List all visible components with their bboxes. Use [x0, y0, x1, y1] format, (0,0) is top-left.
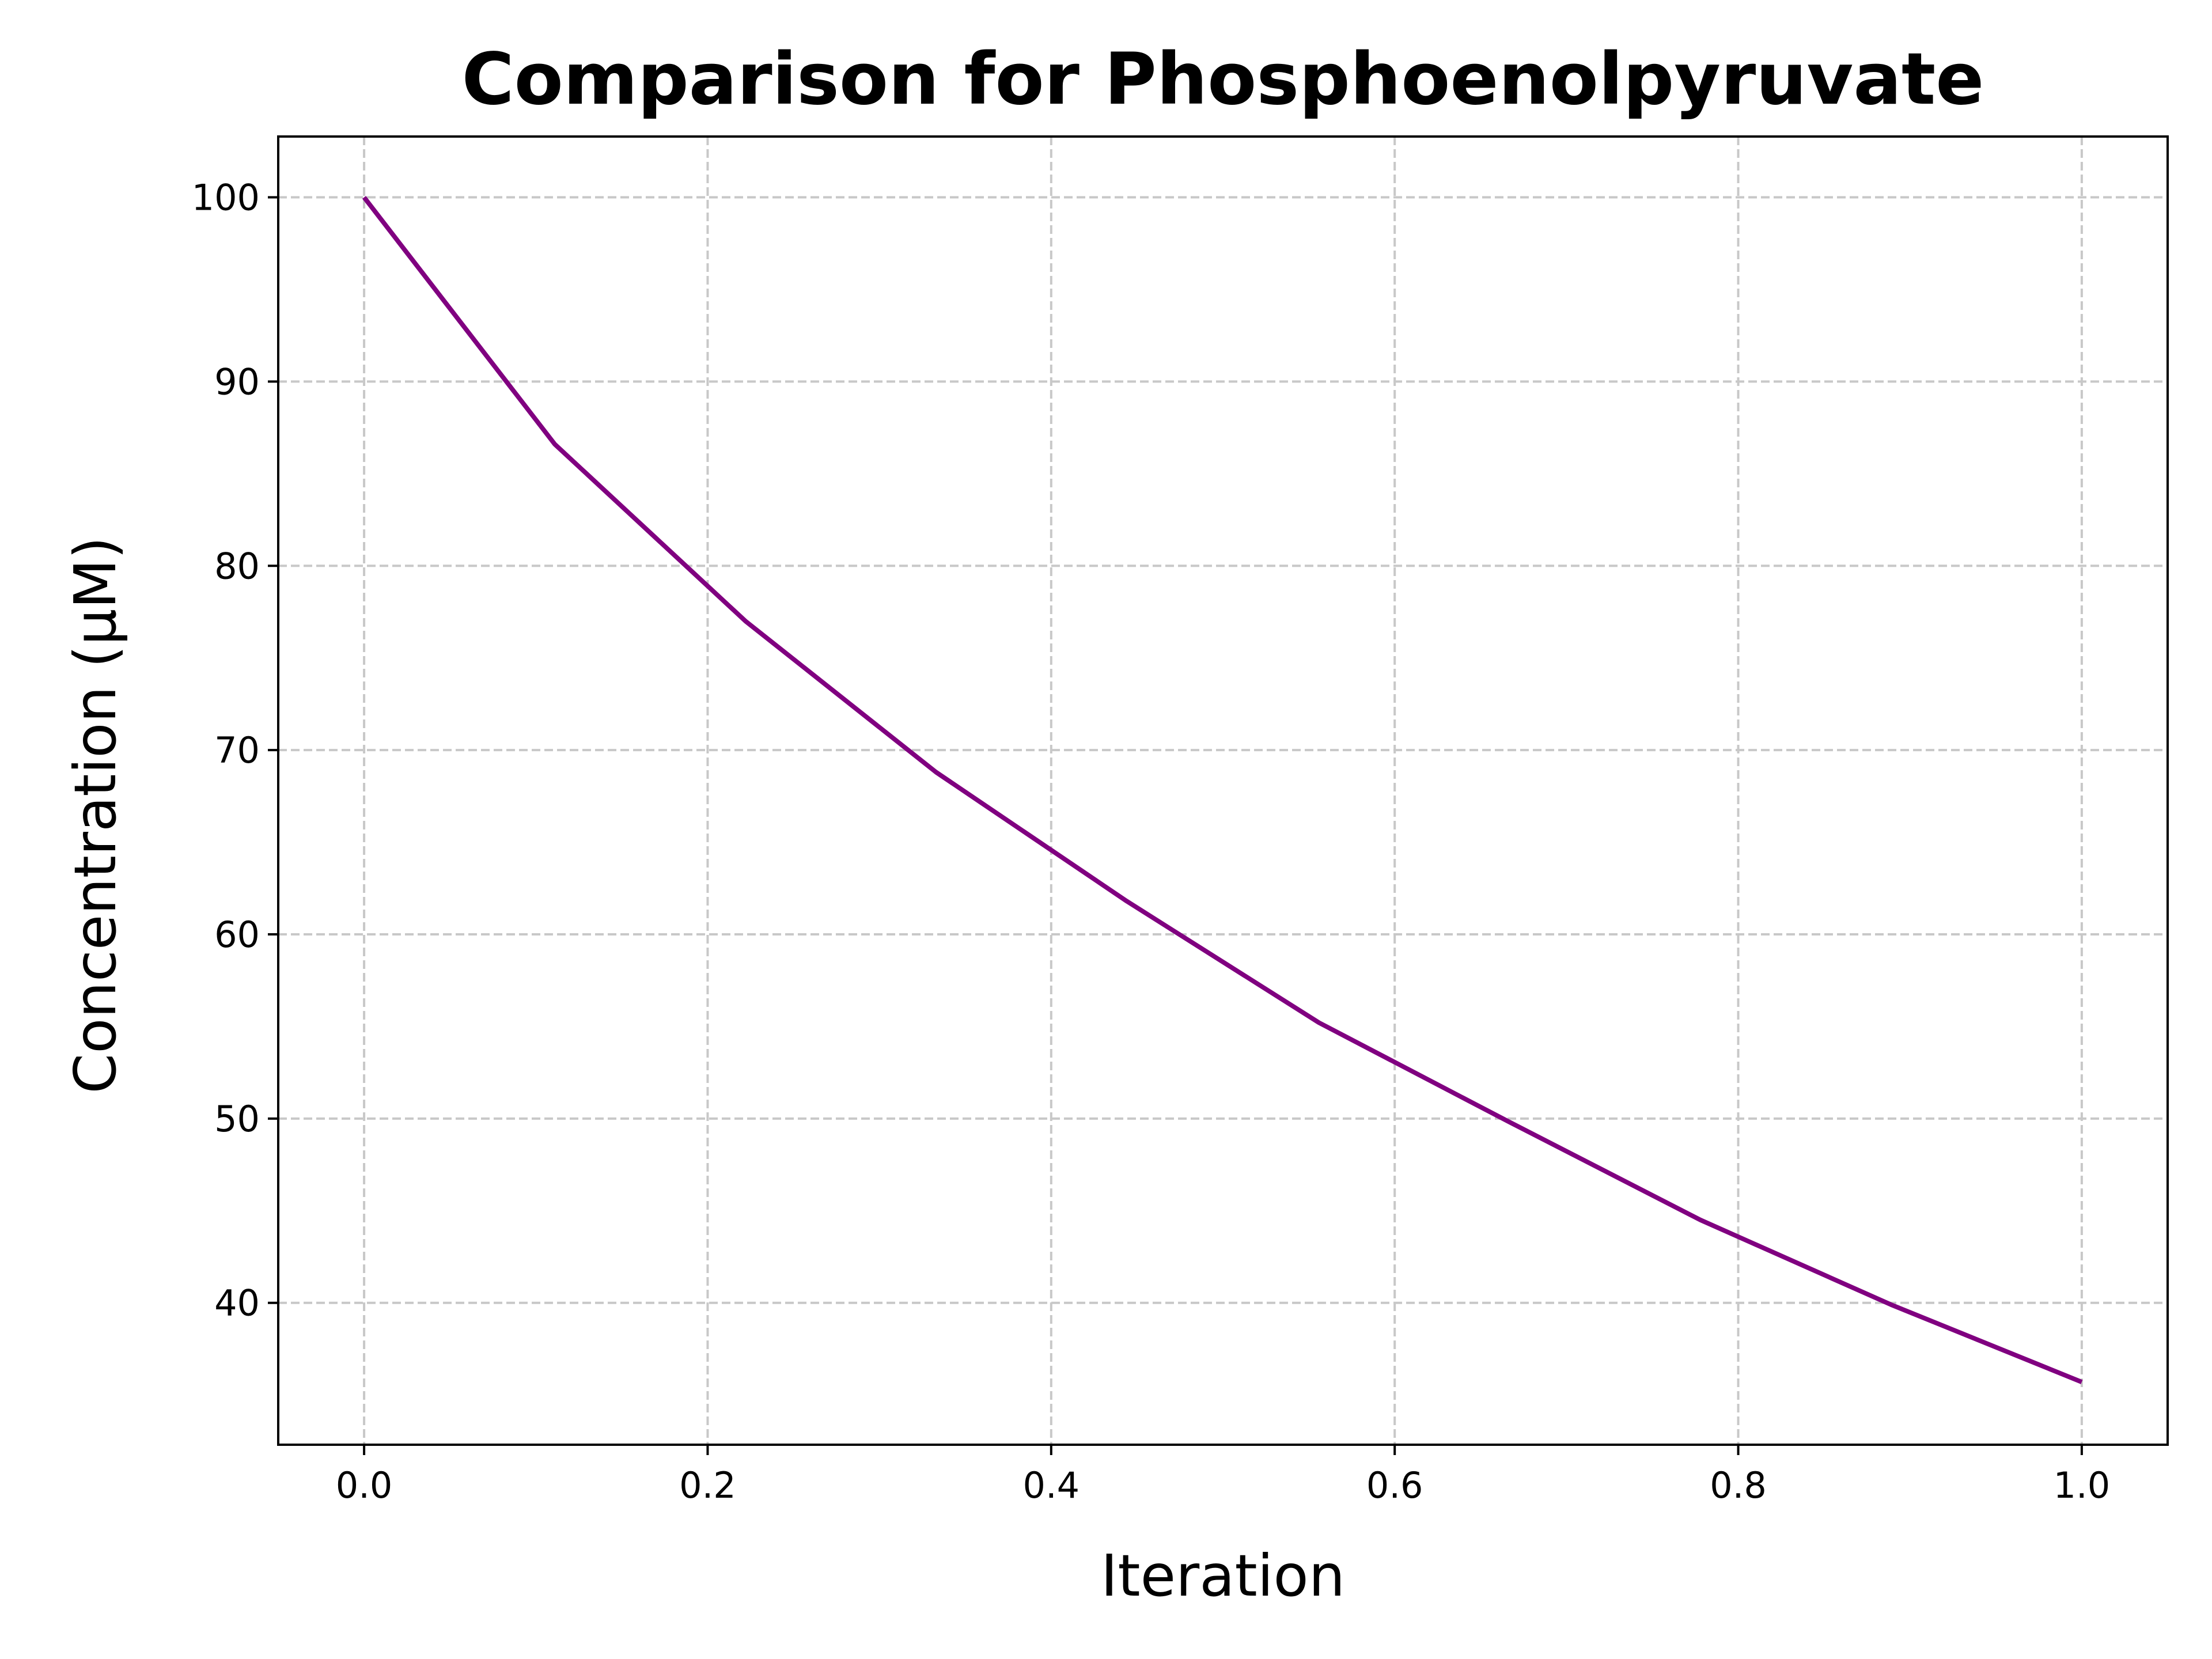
chart-title: Comparison for Phosphoenolpyruvate: [462, 38, 1984, 121]
x-axis-ticks: 0.0 0.2 0.4 0.6 0.8 1.0: [336, 1445, 2110, 1506]
plot-frame: [277, 135, 2169, 1446]
data-series: [362, 196, 2083, 1384]
y-axis-label: Concentration (μM): [62, 536, 129, 1093]
y-tick-label: 80: [214, 545, 260, 587]
x-tick-label: 0.0: [336, 1464, 393, 1506]
x-tick-label: 0.4: [1023, 1464, 1080, 1506]
grid-lines: [278, 137, 2168, 1445]
x-tick-label: 0.2: [679, 1464, 736, 1506]
x-tick-label: 1.0: [2054, 1464, 2111, 1506]
y-tick-label: 60: [214, 914, 260, 956]
y-tick-label: 90: [214, 361, 260, 403]
series-line: [362, 196, 2083, 1384]
y-tick-label: 40: [214, 1282, 260, 1324]
x-axis-label: Iteration: [1101, 1542, 1345, 1609]
x-tick-label: 0.8: [1710, 1464, 1767, 1506]
x-tick-label: 0.6: [1366, 1464, 1423, 1506]
y-tick-label: 50: [214, 1098, 260, 1140]
y-tick-label: 70: [214, 729, 260, 771]
y-tick-label: 100: [192, 177, 260, 219]
y-axis-ticks: 40 50 60 70 80 90 100: [192, 177, 278, 1324]
